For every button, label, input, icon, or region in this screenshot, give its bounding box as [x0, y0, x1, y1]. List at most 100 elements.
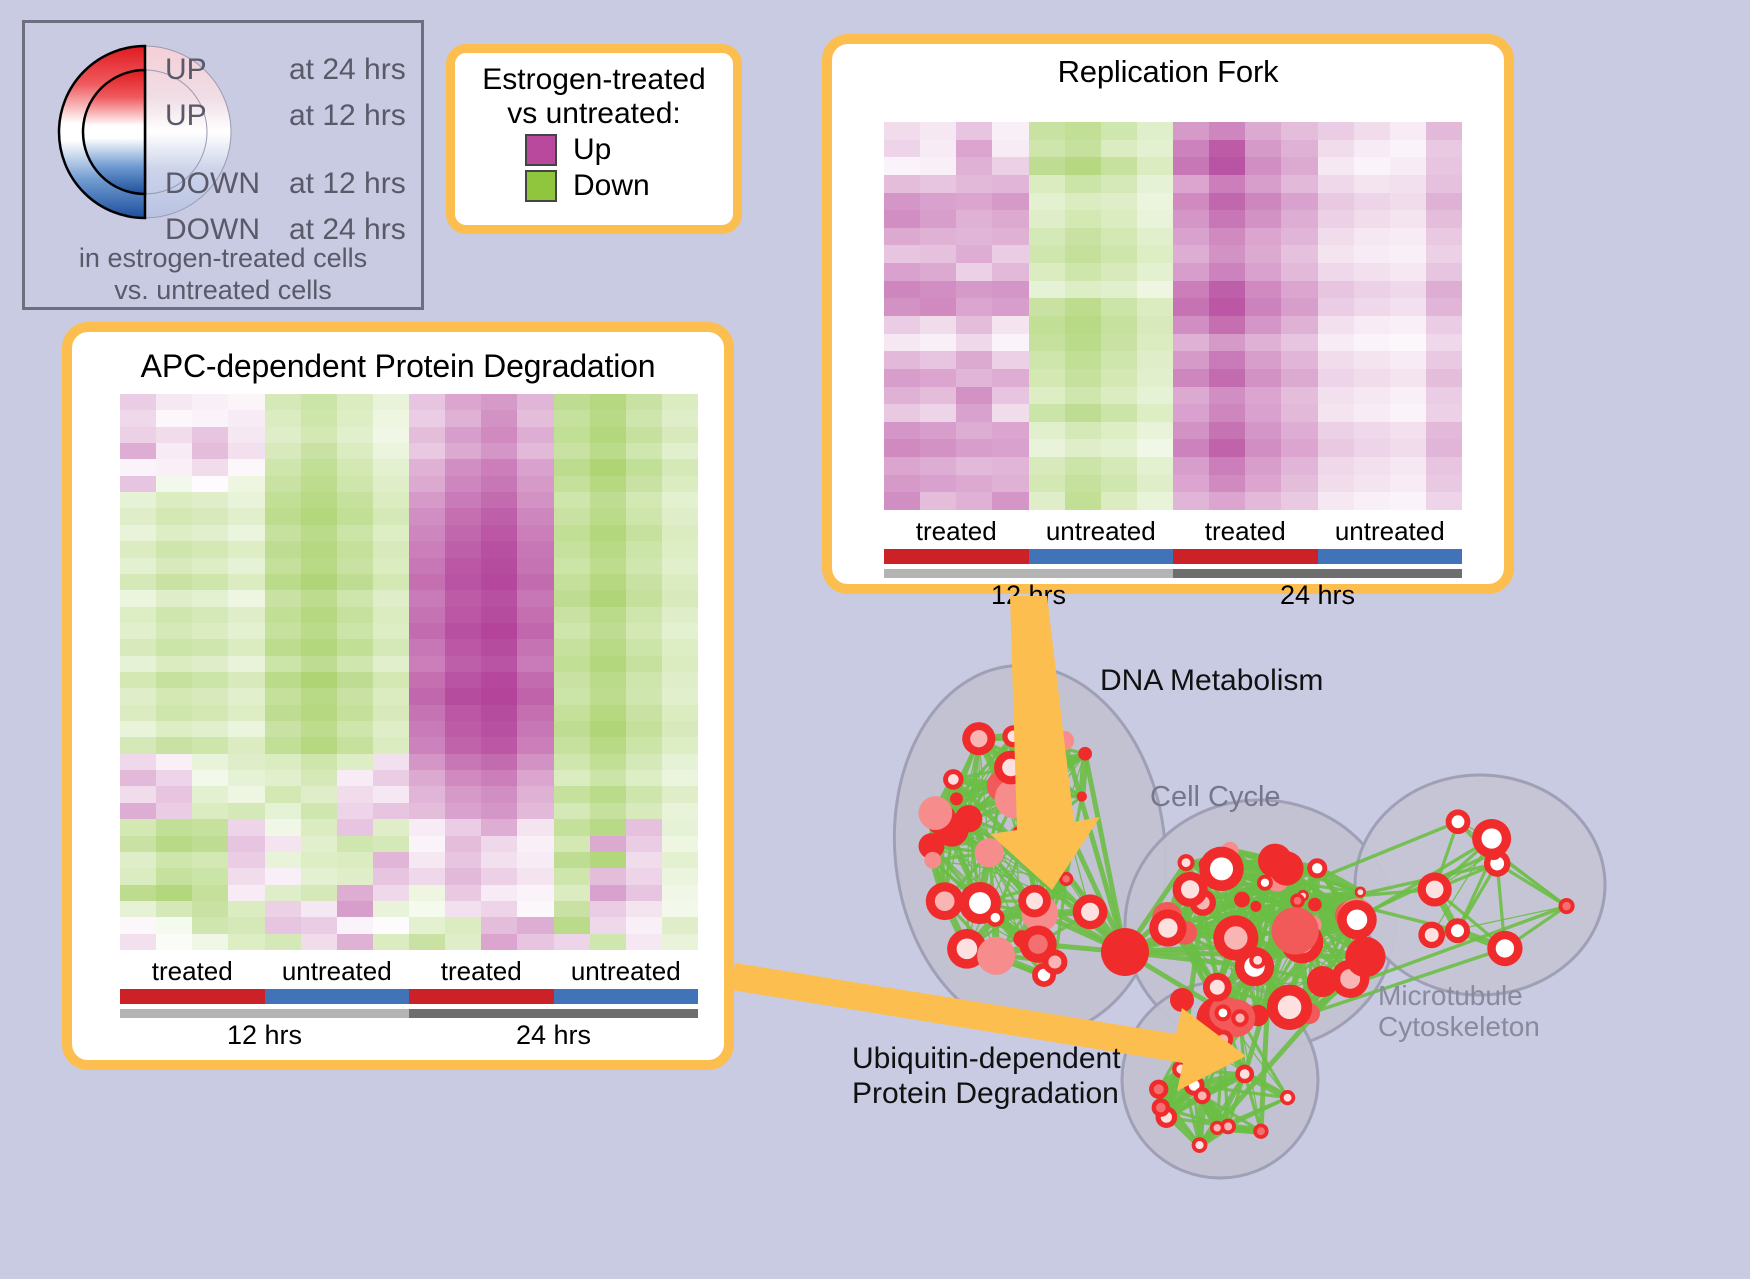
network-node[interactable] [1214, 1004, 1232, 1022]
heatmap-cell [1353, 157, 1390, 175]
network-node[interactable] [1101, 928, 1149, 976]
network-node[interactable] [925, 882, 964, 921]
heatmap-cell [589, 426, 626, 444]
network-node[interactable] [1210, 1120, 1225, 1135]
network-node[interactable] [1306, 966, 1338, 998]
heatmap-cell [517, 606, 554, 623]
network-node[interactable] [1045, 789, 1062, 805]
network-node[interactable] [1354, 886, 1366, 898]
network-node[interactable] [943, 769, 964, 790]
network-node[interactable] [1170, 988, 1194, 1012]
heatmap-cell [409, 426, 446, 444]
network-node[interactable] [1472, 818, 1512, 858]
heatmap-cell [1353, 174, 1390, 193]
heatmap-cell [517, 508, 554, 525]
network-node[interactable] [1418, 921, 1446, 949]
heatmap-cell [553, 492, 590, 509]
network-node[interactable] [1253, 1123, 1269, 1139]
network-node[interactable] [1072, 894, 1108, 930]
heatmap-cell [300, 573, 337, 591]
heatmap-cell [1389, 492, 1426, 510]
network-node[interactable] [1018, 884, 1051, 918]
network-node[interactable] [1149, 1079, 1169, 1099]
network-node[interactable] [1009, 823, 1042, 856]
network-node[interactable] [947, 929, 987, 969]
heatmap-cell [661, 770, 698, 787]
heatmap-cell [956, 298, 993, 316]
network-node[interactable] [1487, 930, 1523, 967]
network-node[interactable] [1345, 936, 1386, 978]
heatmap-cell [1317, 386, 1354, 405]
network-node[interactable] [1193, 1087, 1211, 1105]
heatmap-cell [1353, 122, 1390, 140]
network-node[interactable] [1076, 791, 1087, 802]
network-node[interactable] [949, 792, 963, 806]
network-node[interactable] [1054, 731, 1075, 751]
network-node[interactable] [1445, 809, 1471, 835]
heatmap-cell [300, 753, 337, 771]
network-node[interactable] [1558, 898, 1575, 915]
heatmap-cell [589, 868, 626, 885]
heatmap-cell [192, 639, 229, 656]
network-node[interactable] [986, 908, 1005, 927]
network-node[interactable] [974, 838, 1004, 868]
network-node[interactable] [1269, 851, 1304, 886]
network-node[interactable] [1279, 1090, 1296, 1106]
network-node[interactable] [1220, 1118, 1236, 1135]
network-node[interactable] [994, 750, 1028, 785]
network-node[interactable] [1234, 891, 1250, 908]
network-node[interactable] [1213, 1029, 1234, 1050]
heatmap-cell [445, 394, 482, 411]
heatmap-cell [1245, 210, 1282, 228]
network-node[interactable] [924, 851, 942, 869]
heatmap-cell [156, 704, 193, 722]
sample-bar-segment [1173, 549, 1318, 564]
network-node[interactable] [1059, 871, 1074, 887]
network-node[interactable] [1040, 761, 1067, 788]
network-node[interactable] [1307, 858, 1328, 879]
network-node[interactable] [1002, 725, 1025, 748]
network-node[interactable] [1257, 874, 1273, 891]
heatmap-cell [264, 655, 301, 672]
heatmap-cell [228, 704, 265, 722]
network-node[interactable] [1172, 1060, 1190, 1079]
network-node[interactable] [1191, 1137, 1208, 1153]
network-node[interactable] [1078, 746, 1092, 761]
network-node[interactable] [1042, 949, 1068, 975]
network-node[interactable] [962, 722, 996, 756]
network-node[interactable] [1308, 897, 1322, 912]
network-node[interactable] [1149, 909, 1187, 947]
network-node[interactable] [1290, 893, 1305, 909]
heatmap-cell [156, 524, 193, 542]
network-node[interactable] [1266, 984, 1313, 1030]
network-node[interactable] [1213, 915, 1259, 961]
heatmap-cell [884, 457, 921, 475]
network-node[interactable] [1151, 1098, 1171, 1117]
network-node[interactable] [977, 936, 1016, 975]
colour-key-direction: UP [165, 53, 207, 86]
network-node[interactable] [918, 796, 953, 830]
network-node[interactable] [1250, 900, 1262, 912]
network-node[interactable] [918, 833, 945, 860]
network-node[interactable] [1235, 1064, 1255, 1084]
heatmap-cell [264, 606, 301, 623]
network-node[interactable] [1172, 871, 1208, 907]
network-node[interactable] [1337, 899, 1377, 940]
network-node[interactable] [1271, 907, 1319, 955]
network-node[interactable] [1199, 846, 1244, 892]
network-node[interactable] [1445, 918, 1471, 944]
heatmap-cell [920, 298, 957, 316]
heatmap-cell [192, 541, 229, 558]
heatmap-cell [1281, 157, 1318, 175]
network-node[interactable] [1231, 1009, 1249, 1027]
heatmap-cell [1100, 439, 1137, 458]
heatmap-cell [1100, 263, 1137, 281]
network-node[interactable] [1181, 1030, 1196, 1046]
network-node[interactable] [1202, 972, 1232, 1002]
heatmap-cell [409, 410, 446, 427]
network-node[interactable] [1249, 951, 1267, 969]
network-node[interactable] [1417, 872, 1452, 907]
heatmap-cell [661, 622, 698, 640]
heatmap-cell [1353, 474, 1390, 493]
network-node[interactable] [1177, 854, 1195, 872]
